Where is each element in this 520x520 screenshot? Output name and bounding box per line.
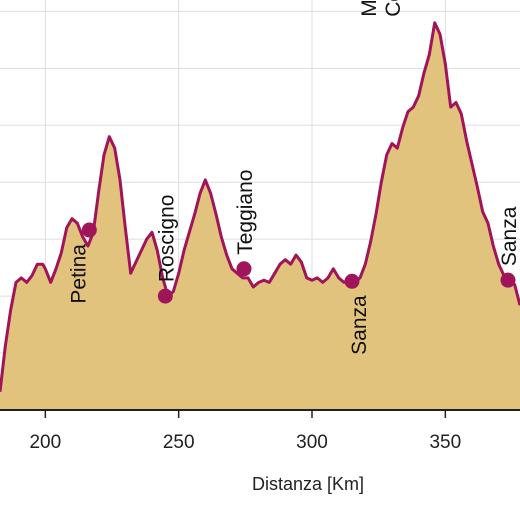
town-label-text: Roscigno [155,195,178,283]
marker-petina-0 [81,222,97,238]
marker-sanza-3 [344,273,360,289]
x-tick-label-300: 300 [296,432,328,453]
x-tick-label-200: 200 [29,432,61,453]
town-labels: Petina Roscigno Teggiano Sanza MonteCervati S… [67,0,520,355]
label-roscigno-1: Roscigno [155,195,178,283]
marker-sanza-5 [500,272,516,288]
label-sanza-3: Sanza [348,295,371,355]
town-label-text: Petina [67,244,90,304]
town-label-text: Sanza [498,206,520,266]
elevation-fill [0,22,520,411]
label-teggiano-2: Teggiano [234,170,257,255]
x-axis: 200 250 300 350 [0,409,520,453]
x-tick-label-350: 350 [429,432,461,453]
marker-roscigno-1 [157,288,173,304]
label-monte-cervati-4: MonteCervati [358,0,405,17]
town-label-text: Teggiano [234,170,257,255]
town-label-line2: Cervati [382,0,405,17]
elevation-line [0,21,520,392]
label-sanza-5: Sanza [498,206,520,266]
x-tick-label-250: 250 [163,432,195,453]
label-petina-0: Petina [67,244,90,304]
town-label-text: Sanza [348,295,371,355]
elevation-area [0,21,520,411]
town-label-line1: Monte [358,0,381,17]
marker-teggiano-2 [236,261,252,277]
x-axis-title: Distanza [Km] [252,474,364,494]
town-markers [81,222,516,304]
